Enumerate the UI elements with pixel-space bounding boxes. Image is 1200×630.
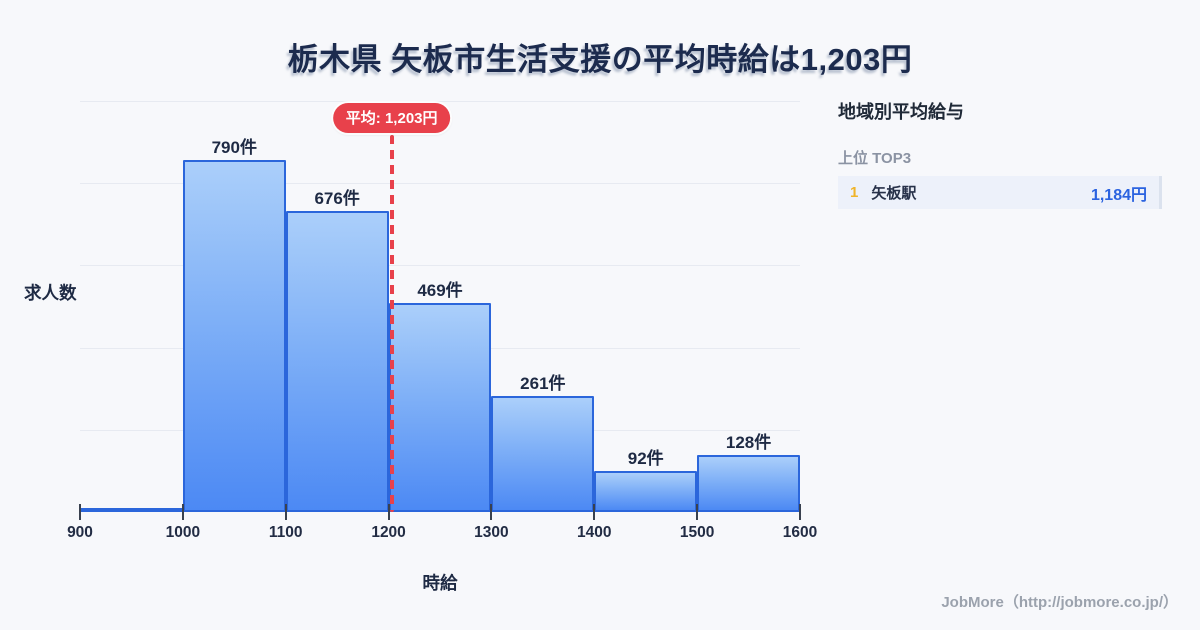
gridline — [80, 265, 800, 267]
histogram-bar — [80, 508, 183, 512]
page-title: 栃木県 矢板市生活支援の平均時給は1,203円 — [287, 42, 913, 77]
x-axis-tick-label: 1500 — [679, 524, 715, 541]
footer-credit: JobMore（http://jobmore.co.jp/） — [941, 594, 1178, 611]
x-axis-tick-label: 1400 — [577, 524, 612, 541]
x-axis-tick — [593, 504, 596, 520]
x-axis-tick — [181, 504, 184, 520]
x-axis-tick-label: 900 — [67, 524, 93, 541]
bar-value-label: 676件 — [314, 188, 360, 208]
x-axis-tick-label: 1000 — [165, 524, 201, 541]
bar-value-label: 469件 — [417, 281, 463, 301]
x-axis-tick-label: 1100 — [268, 524, 303, 541]
x-axis-tick — [284, 504, 287, 520]
x-axis-tick — [79, 504, 81, 520]
bar-value-label: 261件 — [520, 373, 566, 393]
mean-badge: 平均: 1,203円 — [332, 103, 451, 133]
bar-value-label: 92件 — [627, 449, 664, 469]
gridline — [80, 101, 800, 102]
bar-value-label: 790件 — [211, 138, 257, 158]
rank-number: 1 — [850, 184, 859, 201]
histogram-bar — [697, 455, 800, 512]
histogram-bar — [285, 210, 389, 512]
x-axis-tick-label: 1600 — [782, 524, 818, 541]
gridline — [80, 183, 800, 185]
x-axis-tick-label: 1200 — [371, 524, 406, 541]
mean-line — [389, 135, 394, 512]
y-axis-label: 求人数 — [24, 283, 77, 303]
station-average-wage: 1,184円 — [1090, 186, 1147, 204]
x-axis-tick-label: 1300 — [474, 524, 509, 541]
x-axis-tick — [387, 504, 390, 520]
histogram-bar — [491, 395, 595, 512]
station-name: 矢板駅 — [871, 185, 917, 202]
histogram-bar — [182, 160, 286, 512]
panel-heading: 地域別平均給与 — [838, 102, 964, 122]
x-axis-tick — [490, 504, 493, 520]
histogram-bar — [388, 303, 492, 512]
x-axis-label: 時給 — [422, 573, 458, 593]
x-axis-tick — [799, 504, 801, 520]
histogram-bar — [594, 471, 698, 512]
rank-row: 1 矢板駅 1,184円 — [838, 176, 1162, 209]
panel-subheading: 上位 TOP3 — [838, 150, 912, 167]
bar-value-label: 128件 — [725, 433, 772, 452]
x-axis-tick — [696, 504, 699, 520]
